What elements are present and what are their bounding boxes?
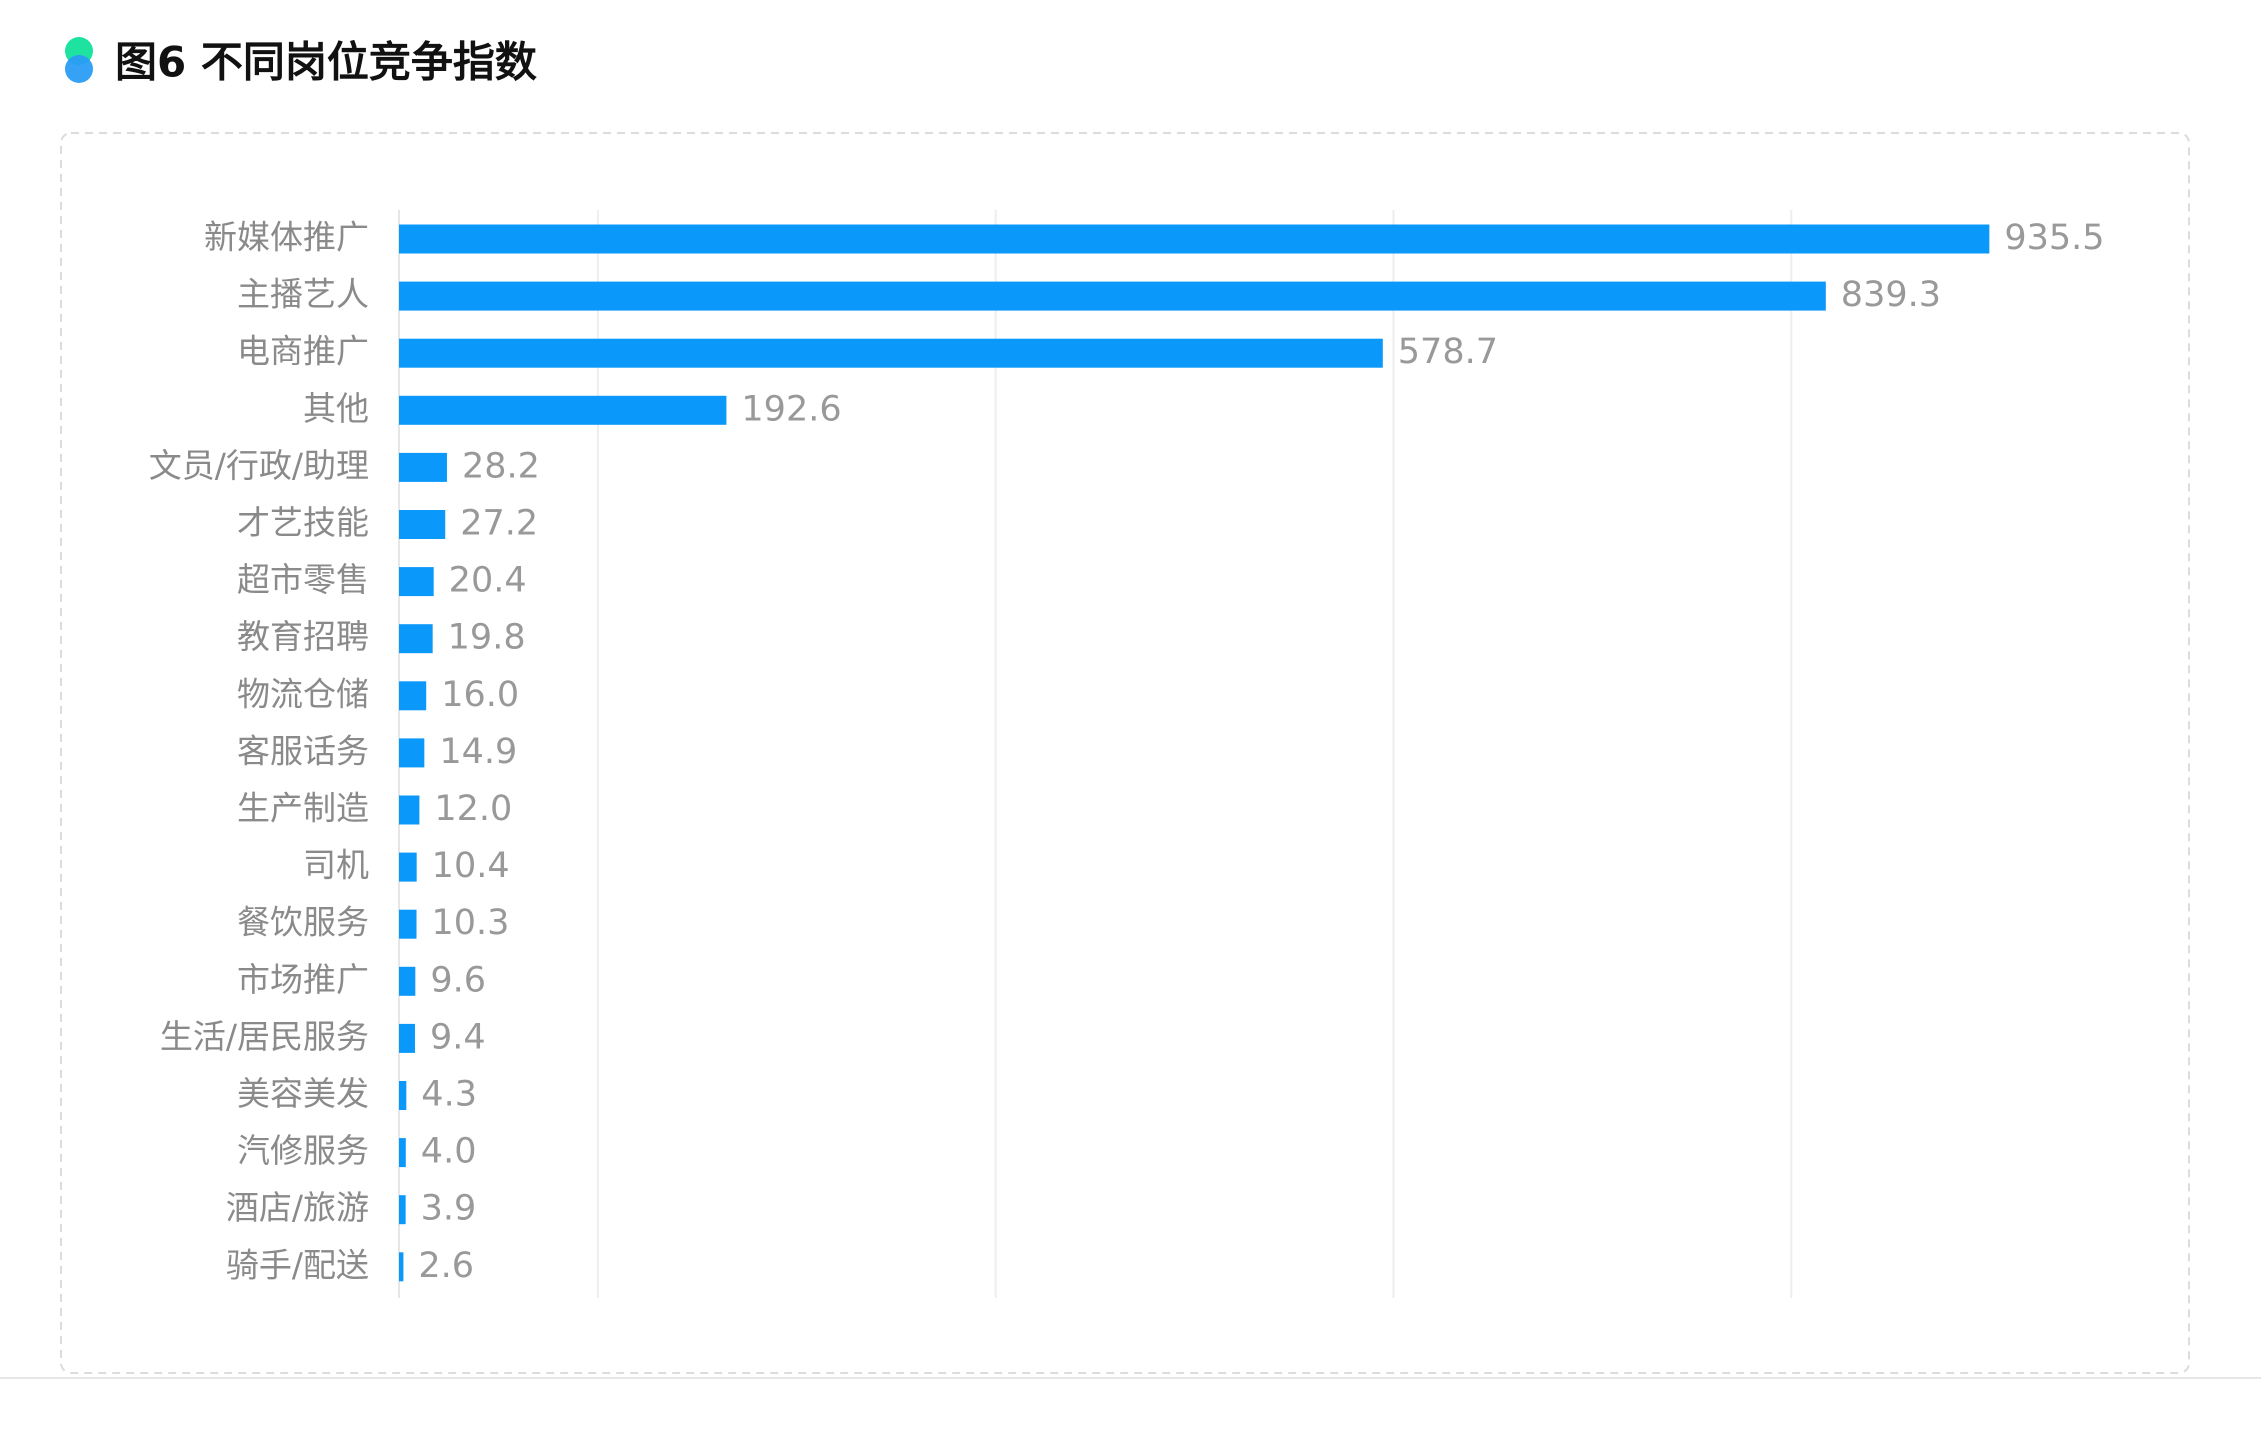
y-tick-label: 汽修服务 — [237, 1131, 369, 1170]
bar — [399, 624, 433, 654]
value-label: 839.3 — [1841, 275, 1941, 315]
value-label: 2.6 — [418, 1246, 474, 1286]
bar — [399, 224, 1990, 254]
y-tick-label: 司机 — [303, 846, 369, 885]
bar — [399, 1195, 406, 1225]
y-tick-label: 餐饮服务 — [237, 903, 369, 942]
bar — [399, 510, 446, 539]
value-label: 27.2 — [460, 504, 538, 544]
y-tick-label: 骑手/配送 — [226, 1245, 369, 1284]
bar — [399, 281, 1826, 311]
value-label: 12.0 — [434, 789, 512, 829]
value-label: 3.9 — [421, 1189, 477, 1229]
chart-frame — [60, 132, 2190, 1374]
value-label: 192.6 — [741, 389, 841, 429]
value-label: 578.7 — [1398, 332, 1498, 372]
bar — [399, 738, 425, 768]
value-label: 935.5 — [2004, 218, 2104, 258]
y-tick-label: 酒店/旅游 — [226, 1188, 369, 1227]
bar — [399, 795, 420, 825]
chart-title: 图6 不同岗位竞争指数 — [115, 38, 537, 87]
bar — [399, 1081, 407, 1110]
y-tick-label: 超市零售 — [237, 560, 369, 599]
title-icon — [65, 55, 93, 83]
bar — [399, 966, 416, 996]
value-label: 10.4 — [432, 846, 510, 886]
y-tick-label: 物流仓储 — [237, 674, 369, 713]
y-tick-label: 生产制造 — [237, 789, 369, 828]
y-tick-label: 市场推广 — [237, 960, 369, 999]
y-tick-label: 电商推广 — [237, 332, 369, 371]
value-label: 20.4 — [449, 561, 527, 601]
bar — [399, 1023, 415, 1053]
y-tick-label: 客服话务 — [237, 731, 369, 770]
bar — [399, 1252, 404, 1282]
bar — [399, 567, 434, 597]
bar — [399, 681, 427, 711]
y-tick-label: 才艺技能 — [237, 503, 369, 542]
value-label: 19.8 — [448, 618, 526, 658]
value-label: 14.9 — [439, 732, 517, 772]
y-tick-label: 主播艺人 — [237, 275, 369, 314]
value-label: 28.2 — [462, 446, 540, 486]
value-label: 16.0 — [441, 675, 519, 715]
y-tick-label: 新媒体推广 — [204, 218, 369, 257]
y-tick-label: 教育招聘 — [237, 617, 369, 656]
y-tick-label: 文员/行政/助理 — [149, 446, 369, 485]
y-tick-label: 生活/居民服务 — [160, 1017, 369, 1056]
value-label: 9.4 — [430, 1017, 486, 1057]
bar — [399, 395, 727, 425]
value-label: 4.3 — [421, 1075, 477, 1115]
bar — [399, 452, 447, 482]
bar — [399, 909, 417, 939]
y-tick-label: 美容美发 — [237, 1074, 369, 1113]
value-label: 9.6 — [430, 960, 486, 1000]
bar — [399, 1138, 406, 1168]
plot-area: 新媒体推广 935.5 主播艺人 839.3 电商推广 578.7 其他 192.6 文员/行政… — [149, 210, 2105, 1298]
value-label: 4.0 — [421, 1132, 477, 1172]
bar — [399, 852, 417, 882]
y-tick-label: 其他 — [303, 389, 369, 428]
bar — [399, 338, 1383, 368]
value-label: 10.3 — [432, 903, 510, 943]
